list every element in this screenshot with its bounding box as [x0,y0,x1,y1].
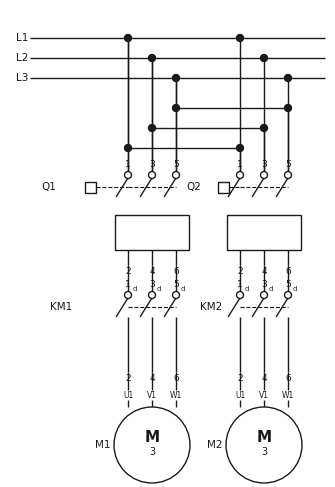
Text: 5: 5 [285,280,291,289]
Circle shape [125,292,132,299]
Text: U1: U1 [235,391,245,400]
Text: 3: 3 [261,280,267,289]
Bar [217,182,228,192]
Text: 5: 5 [173,280,179,289]
Text: 4: 4 [261,267,267,276]
Circle shape [173,292,180,299]
Text: 6: 6 [173,374,179,383]
Text: M: M [144,430,159,445]
Text: Q1: Q1 [41,182,56,192]
Text: I>: I> [171,228,181,237]
Text: I>: I> [147,228,157,237]
Circle shape [261,55,268,61]
Text: U1: U1 [123,391,133,400]
Circle shape [237,35,244,41]
Text: d: d [245,286,249,292]
Text: 3: 3 [261,447,267,457]
Bar [115,215,189,250]
Circle shape [237,292,244,299]
Circle shape [261,125,268,131]
Text: I>: I> [123,228,133,237]
Circle shape [125,171,132,179]
Text: 6: 6 [173,267,179,276]
Circle shape [148,55,155,61]
Text: 2: 2 [237,267,243,276]
Text: 2: 2 [125,374,131,383]
Text: KM1: KM1 [50,302,72,312]
Text: 1: 1 [125,280,131,289]
Text: Q2: Q2 [186,182,201,192]
Text: 6: 6 [285,267,291,276]
Circle shape [261,171,268,179]
Text: M2: M2 [206,440,222,450]
Text: KM2: KM2 [200,302,222,312]
Text: d: d [293,286,297,292]
Circle shape [261,292,268,299]
Text: 6: 6 [285,374,291,383]
Circle shape [114,407,190,483]
Text: 2: 2 [237,374,243,383]
Circle shape [148,171,155,179]
Text: L1: L1 [16,33,28,43]
Circle shape [284,292,291,299]
Text: 1: 1 [125,160,131,169]
Circle shape [226,407,302,483]
Text: I>: I> [235,228,245,237]
Text: M: M [256,430,272,445]
Text: 1: 1 [237,280,243,289]
Circle shape [173,105,180,112]
Text: 4: 4 [149,267,155,276]
Text: d: d [269,286,273,292]
Text: 2: 2 [125,267,131,276]
Text: 4: 4 [149,374,155,383]
Text: 4: 4 [261,374,267,383]
Text: 3: 3 [149,280,155,289]
Text: I>: I> [259,228,269,237]
Circle shape [125,35,132,41]
Bar [227,215,301,250]
Text: 1: 1 [237,160,243,169]
Text: L2: L2 [16,53,28,63]
Circle shape [173,75,180,81]
Text: 3: 3 [149,160,155,169]
Text: 3: 3 [149,447,155,457]
Text: V1: V1 [259,391,269,400]
Text: I>: I> [283,228,293,237]
Circle shape [148,292,155,299]
Text: d: d [157,286,161,292]
Text: d: d [181,286,185,292]
Text: L3: L3 [16,73,28,83]
Circle shape [125,145,132,151]
Bar [84,182,95,192]
Circle shape [148,125,155,131]
Text: W1: W1 [170,391,182,400]
Text: d: d [133,286,137,292]
Circle shape [173,171,180,179]
Text: M1: M1 [94,440,110,450]
Text: V1: V1 [147,391,157,400]
Circle shape [237,171,244,179]
Text: 3: 3 [261,160,267,169]
Text: 5: 5 [173,160,179,169]
Circle shape [284,171,291,179]
Circle shape [284,75,291,81]
Circle shape [284,105,291,112]
Text: W1: W1 [282,391,294,400]
Circle shape [237,145,244,151]
Text: 5: 5 [285,160,291,169]
